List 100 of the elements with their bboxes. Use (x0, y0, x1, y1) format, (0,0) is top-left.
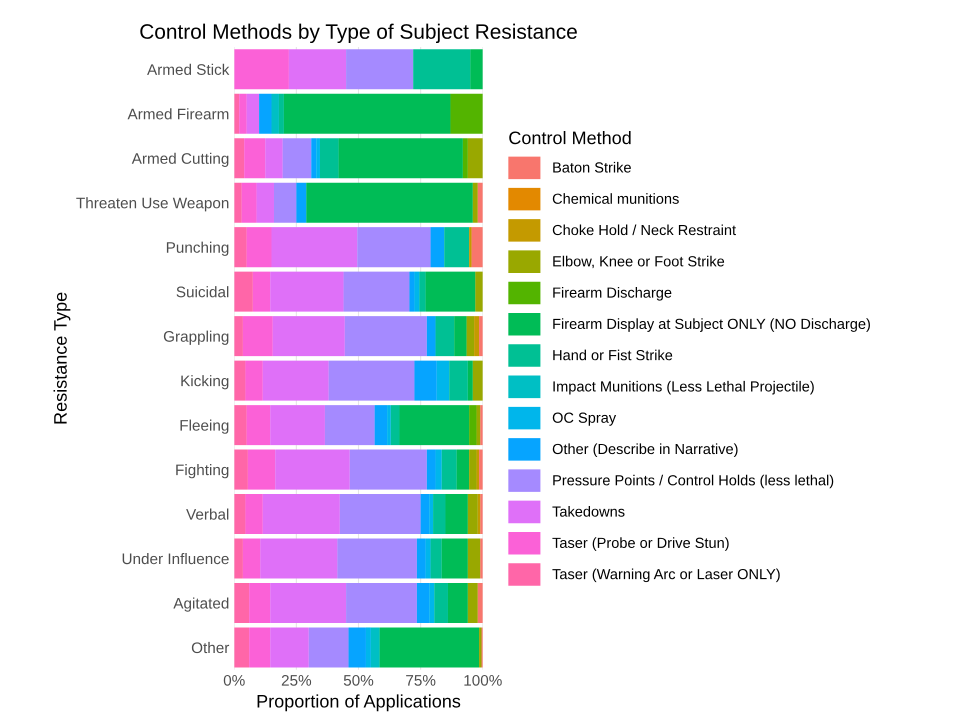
bar (234, 138, 244, 178)
bar (479, 627, 482, 668)
bar (350, 450, 427, 490)
legend-label: OC Spray (552, 412, 616, 426)
y-tick-label: Agitated (173, 597, 228, 612)
bar (260, 538, 338, 579)
bar (338, 138, 463, 178)
bar (234, 627, 250, 668)
x-tick-label: 25% (282, 674, 312, 686)
bar (246, 227, 272, 268)
bar (450, 94, 483, 134)
bar (454, 316, 467, 356)
bar (270, 272, 344, 312)
bar (284, 94, 450, 134)
bar (245, 494, 263, 534)
bar (400, 405, 470, 446)
bar (478, 494, 480, 534)
x-tick-label: 0% (224, 674, 245, 686)
bar (472, 360, 483, 401)
legend-label: Takedowns (552, 506, 625, 517)
bar (475, 272, 483, 312)
bar (426, 450, 436, 490)
bar (288, 49, 346, 90)
bar (476, 405, 480, 446)
bar (320, 138, 339, 178)
bar (436, 450, 442, 490)
bar (426, 538, 431, 579)
bar (429, 494, 434, 534)
legend-title: Control Method (509, 130, 631, 144)
bar (472, 182, 478, 223)
bar (282, 138, 312, 178)
bar (468, 582, 478, 623)
bar (278, 94, 284, 134)
bar (390, 405, 400, 446)
bar (248, 450, 276, 490)
y-tick-label: Fighting (176, 464, 228, 478)
bar (308, 627, 349, 668)
bar (234, 360, 246, 401)
bar (265, 138, 283, 178)
bar (414, 360, 437, 401)
bar (470, 49, 483, 90)
bar (246, 94, 260, 134)
bar (426, 316, 436, 356)
bar (246, 405, 270, 446)
bar (456, 450, 470, 490)
legend-label: Other (Describe in Narrative) (552, 443, 738, 458)
bar (262, 360, 329, 401)
bar (234, 272, 253, 312)
bar (479, 450, 483, 490)
y-tick-label: Under Influence (122, 552, 229, 564)
bar (324, 405, 375, 446)
bar (468, 138, 483, 178)
x-tick-label: 75% (406, 675, 436, 686)
bar (239, 94, 247, 134)
legend-label: Chemical munitions (552, 193, 679, 204)
bar (234, 538, 243, 579)
bar (344, 316, 427, 356)
y-tick-label: Other (192, 642, 230, 654)
bar (234, 227, 247, 268)
bar (275, 450, 350, 490)
bar (445, 494, 468, 534)
bar (436, 316, 454, 356)
bar (296, 182, 306, 223)
y-tick-label: Fleeing (180, 420, 228, 434)
bar (468, 360, 473, 401)
y-tick-label: Verbal (186, 508, 228, 520)
bar (476, 450, 480, 490)
bar (469, 227, 472, 268)
bar (234, 316, 243, 356)
bar (466, 316, 474, 356)
bar (468, 494, 478, 534)
bar (346, 49, 414, 90)
bar (249, 627, 270, 668)
bar (478, 582, 483, 623)
bar (234, 182, 242, 223)
bar (337, 538, 417, 579)
bar (234, 582, 250, 623)
bar (479, 316, 483, 356)
y-tick-label: Armed Stick (147, 64, 230, 75)
legend-label: Firearm Discharge (553, 287, 672, 301)
bar (469, 450, 477, 490)
bar (357, 227, 431, 268)
bar (270, 405, 325, 446)
bar (474, 316, 480, 356)
y-axis-title: Resistance Type (54, 292, 70, 424)
bar (478, 182, 483, 223)
bar (416, 582, 430, 623)
bar (420, 494, 430, 534)
bar (436, 360, 450, 401)
bar (234, 450, 248, 490)
legend-label: Elbow, Knee or Foot Strike (553, 256, 724, 268)
y-tick-label: Armed Firearm (128, 108, 228, 120)
bar (262, 494, 340, 534)
legend-label: Choke Hold / Neck Restraint (552, 224, 736, 236)
bar (370, 627, 380, 668)
bar (242, 538, 260, 579)
bar (442, 538, 468, 579)
y-tick-label: Suicidal (176, 286, 228, 298)
bar (234, 494, 246, 534)
bar (414, 272, 420, 312)
